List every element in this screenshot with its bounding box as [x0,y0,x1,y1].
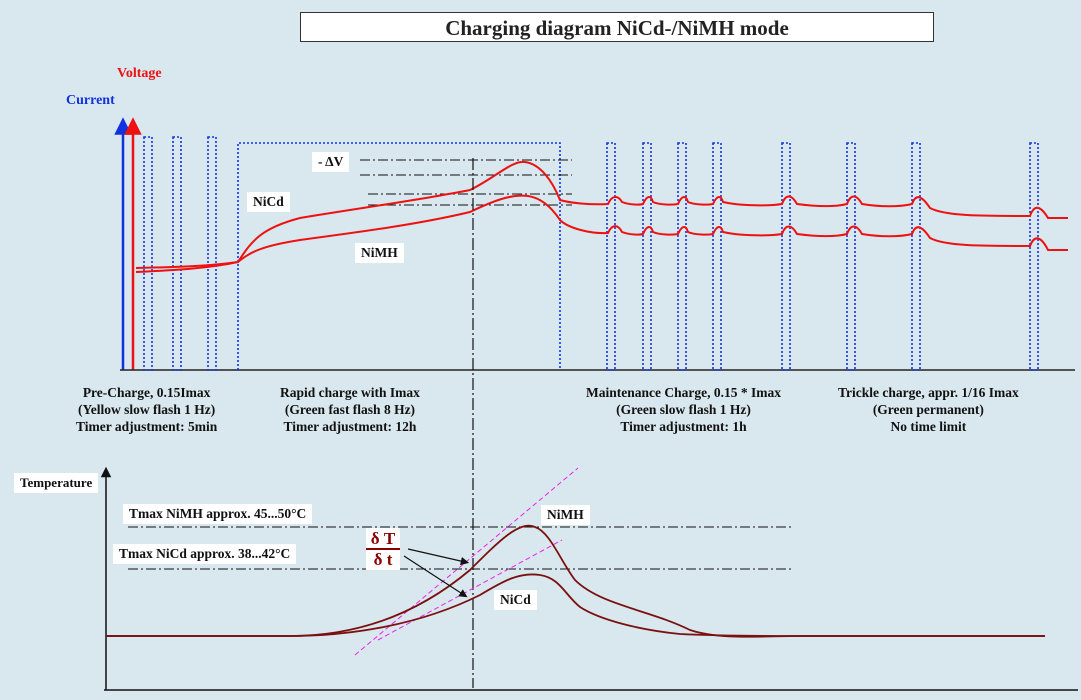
delta-v-label: - ΔV [312,152,350,172]
tmax-lines [128,526,793,570]
diagram-title: Charging diagram NiCd-/NiMH mode [300,12,934,42]
dt-denominator: δ t [373,550,393,569]
tmax-nicd-label: Tmax NiCd approx. 38...42°C [113,544,297,564]
phase-text-line: Trickle charge, appr. 1/16 Imax [838,385,1019,400]
nicd-voltage-curve [135,160,1068,273]
phase-text-line: (Green permanent) [872,402,984,417]
phase-rapid-charge: Rapid charge with Imax (Green fast flash… [280,384,420,435]
phase-text-line: Timer adjustment: 12h [283,419,417,434]
dT-dt-fraction: δ T δ t [366,528,400,570]
nimh-voltage-label: NiMH [355,243,404,263]
phase-text-line: Maintenance Charge, 0.15 * Imax [586,385,781,400]
derivative-arrows [403,548,470,598]
dT-numerator: δ T [366,529,400,550]
phase-text-line: (Green slow flash 1 Hz) [616,402,751,417]
nicd-voltage-label: NiCd [247,192,290,212]
phase-text-line: Timer adjustment: 1h [620,419,747,434]
nimh-voltage-curve [135,194,1068,269]
nimh-temperature-label: NiMH [541,505,590,525]
voltage-axis-label: Voltage [117,66,162,81]
phase-text-line: (Yellow slow flash 1 Hz) [78,402,216,417]
phase-text-line: (Green fast flash 8 Hz) [284,402,416,417]
temperature-axis-label: Temperature [14,473,99,493]
nimh-temperature-curve [106,524,1045,638]
phase-text-line: No time limit [890,419,967,434]
phase-text-line: Pre-Charge, 0.15Imax [82,385,211,400]
delta-v-lines [360,159,572,206]
current-pulses [143,136,1039,371]
nicd-temperature-label: NiCd [494,590,537,610]
phase-maintenance-charge: Maintenance Charge, 0.15 * Imax (Green s… [586,384,781,435]
current-axis-label: Current [66,93,115,108]
phase-precharge: Pre-Charge, 0.15Imax (Yellow slow flash … [76,384,217,435]
tmax-nimh-label: Tmax NiMH approx. 45...50°C [123,504,313,524]
phase-text-line: Rapid charge with Imax [280,385,420,400]
nicd-temperature-curve [106,573,1045,637]
phase-trickle-charge: Trickle charge, appr. 1/16 Imax (Green p… [838,384,1019,435]
phase-text-line: Timer adjustment: 5min [76,419,218,434]
